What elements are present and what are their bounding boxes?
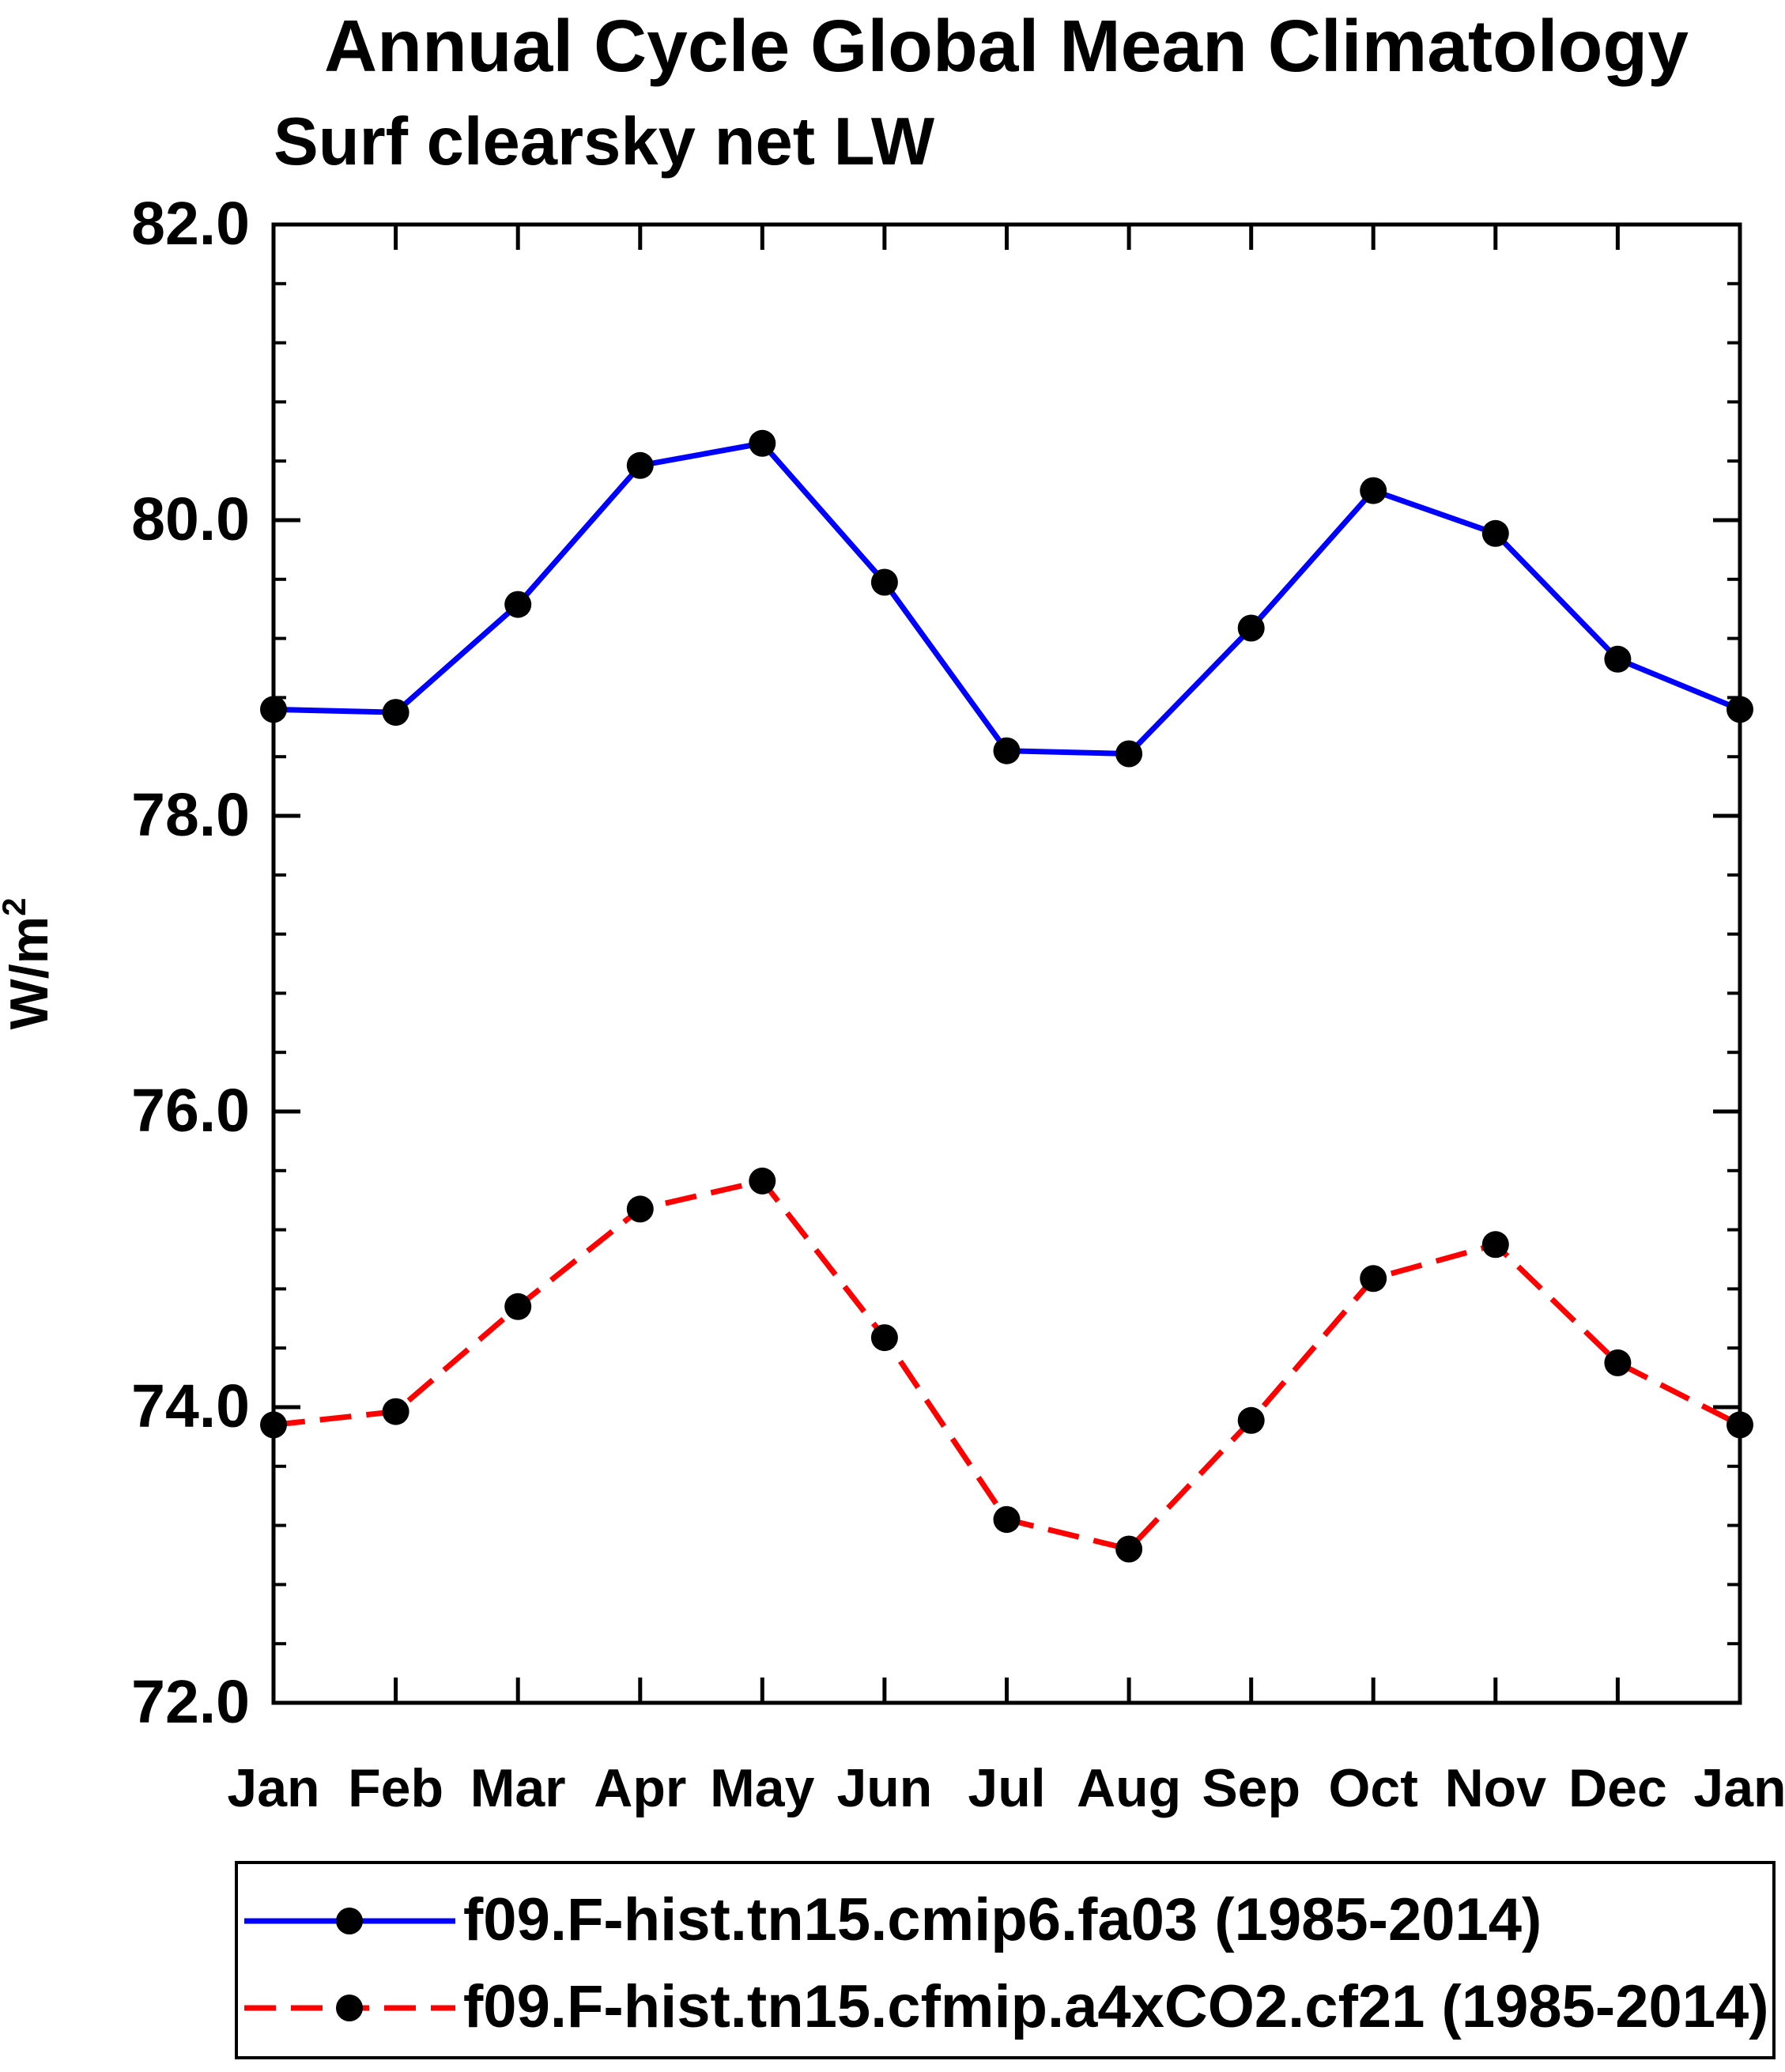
svg-text:Nov: Nov <box>1445 1758 1547 1818</box>
svg-text:Aug: Aug <box>1077 1758 1181 1818</box>
svg-text:W/m2: W/m2 <box>0 898 59 1030</box>
svg-text:80.0: 80.0 <box>131 485 250 553</box>
svg-text:f09.F-hist.tn15.cfmip.a4xCO2.c: f09.F-hist.tn15.cfmip.a4xCO2.cf21 (1985-… <box>463 1973 1769 2040</box>
svg-text:Jan: Jan <box>227 1758 319 1818</box>
svg-text:Dec: Dec <box>1568 1758 1667 1818</box>
svg-text:Feb: Feb <box>348 1758 443 1818</box>
svg-text:Jan: Jan <box>1693 1758 1785 1818</box>
svg-text:Annual Cycle Global Mean Clima: Annual Cycle Global Mean Climatology <box>324 5 1689 87</box>
svg-text:82.0: 82.0 <box>131 190 250 258</box>
svg-text:Jun: Jun <box>836 1758 932 1818</box>
svg-text:May: May <box>710 1758 814 1818</box>
svg-text:f09.F-hist.tn15.cmip6.fa03 (19: f09.F-hist.tn15.cmip6.fa03 (1985-2014) <box>463 1886 1542 1953</box>
svg-text:Mar: Mar <box>470 1758 566 1818</box>
svg-text:Sep: Sep <box>1202 1758 1300 1818</box>
svg-text:78.0: 78.0 <box>131 781 250 849</box>
svg-text:74.0: 74.0 <box>131 1372 250 1440</box>
svg-text:Surf clearsky net LW: Surf clearsky net LW <box>274 104 935 179</box>
svg-text:Jul: Jul <box>968 1758 1045 1818</box>
svg-text:76.0: 76.0 <box>131 1077 250 1145</box>
svg-text:Oct: Oct <box>1329 1758 1418 1818</box>
svg-text:Apr: Apr <box>594 1758 686 1818</box>
svg-text:72.0: 72.0 <box>131 1668 250 1736</box>
